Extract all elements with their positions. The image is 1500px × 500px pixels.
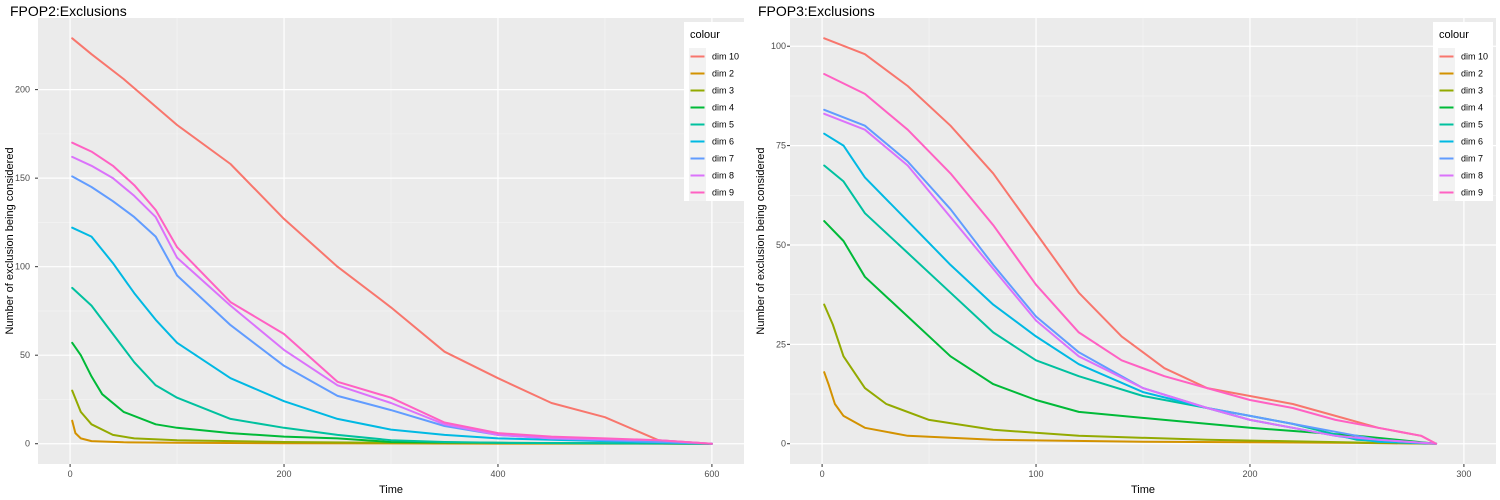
- series-line-dim-10: [71, 37, 713, 445]
- legend-label: dim 2: [1461, 69, 1483, 79]
- x-axis-label: Time: [1131, 484, 1155, 496]
- series-line-dim-4: [71, 341, 713, 445]
- y-tick-label: 200: [15, 85, 30, 95]
- legend-label: dim 4: [712, 103, 734, 113]
- x-tick-label: 100: [1029, 469, 1044, 479]
- legend-label: dim 6: [712, 137, 734, 147]
- y-axis-label: Number of exclusion being considered: [755, 147, 767, 334]
- legend-label: dim 5: [712, 120, 734, 130]
- series-line-dim-9: [823, 73, 1438, 445]
- x-tick-label: 600: [704, 469, 719, 479]
- legend-label: dim 6: [1461, 137, 1483, 147]
- series-line-dim-8: [71, 155, 713, 445]
- y-tick-label: 100: [771, 41, 786, 51]
- x-tick-label: 0: [820, 469, 825, 479]
- legend-label: dim 3: [1461, 86, 1483, 96]
- series-line-dim-3: [823, 303, 1438, 445]
- series-line-dim-10: [823, 37, 1438, 445]
- series-line-dim-6: [71, 226, 713, 445]
- y-tick-label: 50: [776, 240, 786, 250]
- series-line-dim-3: [71, 389, 713, 445]
- series-line-dim-4: [823, 220, 1438, 445]
- legend: colour dim 10 dim 2 dim 3 dim 4 dim 5 dim 6 dim…: [684, 22, 744, 201]
- legend-title: colour: [1439, 29, 1469, 41]
- legend: colour dim 10 dim 2 dim 3 dim 4 dim 5 dim 6 dim…: [1433, 22, 1493, 201]
- y-tick-label: 25: [776, 339, 786, 349]
- series-line-dim-8: [823, 112, 1438, 445]
- legend-label: dim 8: [712, 171, 734, 181]
- y-tick-label: 100: [15, 262, 30, 272]
- legend-label: dim 2: [712, 69, 734, 79]
- legend-label: dim 10: [1461, 52, 1488, 62]
- legend-title: colour: [690, 29, 720, 41]
- y-tick-label: 50: [20, 350, 30, 360]
- y-tick-label: 150: [15, 173, 30, 183]
- legend-label: dim 7: [1461, 154, 1483, 164]
- legend-label: dim 3: [712, 86, 734, 96]
- series-line-dim-5: [71, 286, 713, 445]
- legend-label: dim 10: [712, 52, 739, 62]
- x-tick-label: 200: [1242, 469, 1257, 479]
- legend-label: dim 9: [712, 188, 734, 198]
- x-axis-label: Time: [379, 484, 403, 496]
- chart-2: 0 100 200 300 0 25 50 75 100 FPOP3:Exclusions Time…: [755, 3, 1496, 496]
- legend-label: dim 4: [1461, 103, 1483, 113]
- y-tick-label: 0: [781, 439, 786, 449]
- series-line-dim-7: [823, 108, 1438, 445]
- legend-label: dim 8: [1461, 171, 1483, 181]
- chart-title: FPOP3:Exclusions: [758, 3, 875, 19]
- x-tick-label: 400: [490, 469, 505, 479]
- x-tick-label: 200: [277, 469, 292, 479]
- series-line-dim-9: [71, 141, 713, 445]
- chart-title: FPOP2:Exclusions: [10, 3, 127, 19]
- series-line-dim-2: [823, 371, 1438, 445]
- legend-label: dim 5: [1461, 120, 1483, 130]
- x-tick-label: 300: [1456, 469, 1471, 479]
- y-tick-label: 0: [25, 439, 30, 449]
- chart-1: 0 200 400 600 0 50 100 150 200 FPOP2:Exclusions Ti…: [4, 3, 744, 496]
- legend-label: dim 7: [712, 154, 734, 164]
- y-axis-label: Number of exclusion being considered: [4, 147, 16, 334]
- y-tick-label: 75: [776, 141, 786, 151]
- x-tick-label: 0: [68, 469, 73, 479]
- legend-label: dim 9: [1461, 188, 1483, 198]
